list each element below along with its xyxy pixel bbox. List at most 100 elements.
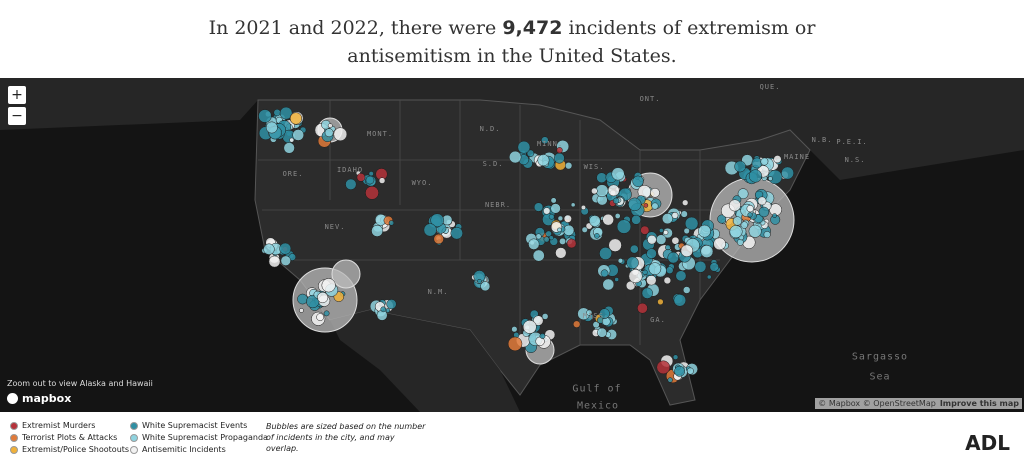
zoom-out[interactable]: − xyxy=(8,107,26,125)
bubble[interactable] xyxy=(646,274,657,286)
bubble[interactable] xyxy=(563,214,572,223)
bubble[interactable] xyxy=(597,327,607,338)
bubble[interactable] xyxy=(289,137,295,143)
bubble[interactable] xyxy=(556,147,563,154)
bubble[interactable] xyxy=(751,157,763,169)
bubble[interactable] xyxy=(663,276,672,285)
bubble[interactable] xyxy=(663,229,669,236)
bubble[interactable] xyxy=(380,306,387,313)
bubble[interactable] xyxy=(772,213,777,218)
bubble[interactable] xyxy=(570,202,576,208)
bubble[interactable] xyxy=(680,210,688,218)
bubble[interactable] xyxy=(659,228,664,233)
bubble[interactable] xyxy=(671,212,679,219)
bubble[interactable] xyxy=(729,225,743,239)
bubble[interactable] xyxy=(258,109,272,123)
bubble[interactable] xyxy=(748,224,762,238)
bubble[interactable] xyxy=(550,203,561,214)
bubble[interactable] xyxy=(581,226,588,233)
bubble[interactable] xyxy=(316,313,324,321)
bubble[interactable] xyxy=(526,149,535,158)
bubble[interactable] xyxy=(596,172,607,184)
bubble[interactable] xyxy=(507,336,523,352)
attribution-text[interactable]: © Mapbox © OpenStreetMap xyxy=(818,399,936,408)
bubble[interactable] xyxy=(356,173,366,182)
bubble[interactable] xyxy=(386,299,397,310)
bubble[interactable] xyxy=(283,142,295,154)
zoom-in[interactable]: + xyxy=(8,86,26,104)
bubble[interactable] xyxy=(599,247,613,260)
bubble[interactable] xyxy=(573,320,581,328)
bubble[interactable] xyxy=(580,204,586,211)
bubble[interactable] xyxy=(671,236,680,245)
bubble[interactable] xyxy=(667,251,679,264)
bubble[interactable] xyxy=(365,185,379,200)
bubble[interactable] xyxy=(732,216,743,226)
bubble[interactable] xyxy=(661,213,673,225)
bubble[interactable] xyxy=(656,360,671,375)
bubble[interactable] xyxy=(768,176,773,181)
bubble[interactable] xyxy=(263,243,275,255)
bubble[interactable] xyxy=(706,274,712,280)
bubble[interactable] xyxy=(628,269,643,284)
bubble[interactable] xyxy=(612,197,620,205)
bubble[interactable] xyxy=(528,238,540,250)
bubble[interactable] xyxy=(665,266,674,274)
bubble[interactable] xyxy=(548,235,554,241)
bubble[interactable] xyxy=(637,302,648,314)
bubble[interactable] xyxy=(321,278,336,293)
bubble[interactable] xyxy=(543,207,551,215)
bubble[interactable] xyxy=(533,202,544,212)
bubble[interactable] xyxy=(682,199,689,206)
bubble[interactable] xyxy=(324,128,334,138)
bubble[interactable] xyxy=(608,238,622,252)
bubble[interactable] xyxy=(522,319,537,334)
bubble[interactable] xyxy=(728,199,741,212)
bubble[interactable] xyxy=(655,234,667,245)
bubble[interactable] xyxy=(757,196,767,206)
bubble[interactable] xyxy=(781,166,794,180)
bubble[interactable] xyxy=(683,227,690,235)
bubble[interactable] xyxy=(378,177,386,184)
bubble[interactable] xyxy=(614,213,621,219)
bubble[interactable] xyxy=(626,256,639,270)
bubble[interactable] xyxy=(591,187,598,195)
bubble[interactable] xyxy=(642,269,648,275)
bubble[interactable] xyxy=(760,157,769,166)
bubble[interactable] xyxy=(371,224,384,237)
bubble[interactable] xyxy=(433,233,444,245)
bubble[interactable] xyxy=(297,293,308,305)
bubble[interactable] xyxy=(599,308,610,319)
bubble[interactable] xyxy=(640,225,650,235)
bubble[interactable] xyxy=(674,365,686,377)
bubble[interactable] xyxy=(600,269,609,278)
bubble[interactable] xyxy=(299,308,304,313)
bubble[interactable] xyxy=(450,227,463,240)
bubble[interactable] xyxy=(632,175,644,187)
bubble[interactable] xyxy=(388,220,395,226)
bubble[interactable] xyxy=(532,249,545,262)
bubble[interactable] xyxy=(657,298,664,306)
bubble[interactable] xyxy=(747,212,753,218)
bubble[interactable] xyxy=(511,326,518,333)
bubble[interactable] xyxy=(736,238,744,246)
bubble[interactable] xyxy=(566,238,577,249)
bubble[interactable] xyxy=(430,213,445,228)
bubble[interactable] xyxy=(602,278,615,291)
bubble[interactable] xyxy=(564,162,573,170)
bubble[interactable] xyxy=(758,206,770,218)
bubble[interactable] xyxy=(345,178,357,190)
bubble[interactable] xyxy=(614,277,619,282)
bubble[interactable] xyxy=(740,221,748,229)
bubble[interactable] xyxy=(713,237,726,251)
bubble[interactable] xyxy=(667,377,673,383)
bubble[interactable] xyxy=(616,219,632,234)
bubble[interactable] xyxy=(279,242,292,255)
bubble[interactable] xyxy=(477,278,482,284)
bubble[interactable] xyxy=(535,233,542,240)
bubble[interactable] xyxy=(273,108,281,117)
bubble[interactable] xyxy=(280,255,291,266)
bubble[interactable] xyxy=(555,247,567,259)
bubble[interactable] xyxy=(686,367,694,375)
bubble[interactable] xyxy=(557,215,564,222)
